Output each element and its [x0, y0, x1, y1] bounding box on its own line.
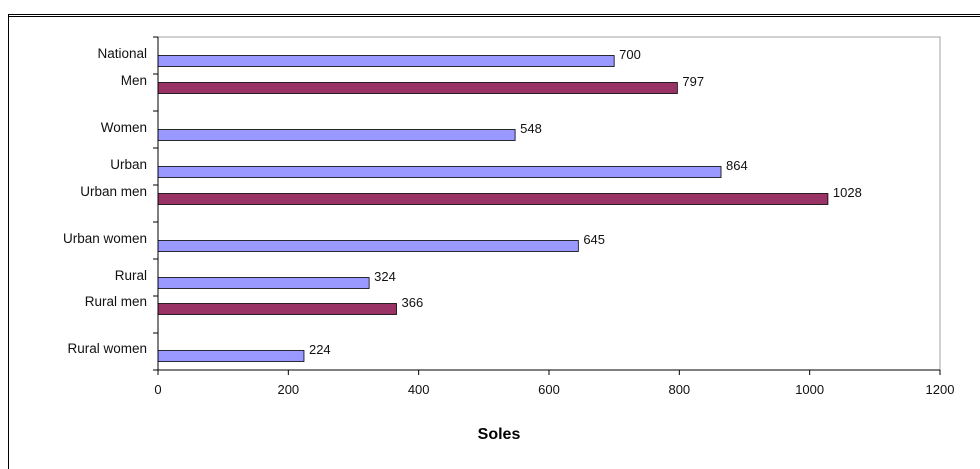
bar-rural-men	[157, 303, 397, 315]
x-tick-label: 1200	[926, 382, 955, 397]
category-label: Rural	[115, 268, 147, 283]
bar-rural-women	[157, 350, 305, 362]
bar-national	[157, 55, 615, 67]
category-labels-group: National Men Women Urban Urban men Urban wome…	[63, 46, 147, 356]
category-label: Rural women	[67, 341, 147, 356]
category-label: Rural men	[85, 294, 147, 309]
data-label: 700	[619, 47, 641, 62]
bar-women	[157, 129, 516, 141]
x-tick-label: 600	[538, 382, 560, 397]
data-label: 224	[309, 342, 331, 357]
x-axis-title: Soles	[478, 426, 521, 443]
figure-frame-rule	[8, 16, 980, 17]
data-label: 1028	[833, 185, 862, 200]
category-label: Urban women	[63, 231, 147, 246]
data-label: 366	[402, 295, 424, 310]
x-tick-label: 400	[408, 382, 430, 397]
bar-men	[157, 82, 678, 94]
category-label: Men	[121, 73, 147, 88]
bar-urban-women	[157, 240, 579, 252]
category-label: National	[97, 46, 147, 61]
bar-urban-men	[157, 193, 829, 205]
data-label: 645	[583, 232, 605, 247]
x-tick-label: 0	[154, 382, 161, 397]
category-label: Women	[101, 120, 147, 135]
x-axis-ticks-group: 0 200 400 600 800 1000 1200	[153, 36, 955, 397]
x-tick-label: 200	[277, 382, 299, 397]
bar-urban	[157, 166, 722, 178]
data-label: 864	[726, 158, 748, 173]
category-label: Urban men	[80, 184, 147, 199]
category-label: Urban	[110, 157, 147, 172]
data-label: 324	[374, 269, 396, 284]
x-tick-label: 1000	[795, 382, 824, 397]
figure-frame	[8, 14, 980, 469]
data-label: 548	[520, 121, 542, 136]
bar-rural	[157, 277, 370, 289]
data-label: 797	[682, 74, 704, 89]
x-tick-label: 800	[668, 382, 690, 397]
